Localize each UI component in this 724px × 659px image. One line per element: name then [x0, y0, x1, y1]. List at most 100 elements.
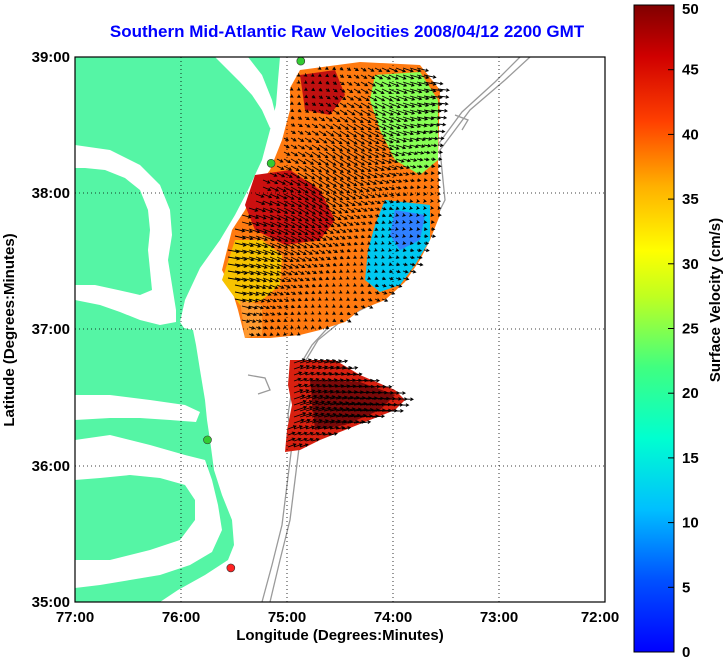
velocity-arrow — [255, 200, 266, 206]
velocity-arrow — [289, 325, 294, 329]
velocity-arrow — [339, 214, 348, 220]
velocity-arrow — [395, 206, 400, 210]
velocity-arrow — [347, 366, 359, 370]
velocity-arrow — [317, 425, 328, 430]
velocity-arrow — [388, 158, 399, 164]
velocity-arrow — [297, 200, 310, 208]
velocity-arrow — [269, 214, 282, 221]
velocity-arrow — [248, 291, 260, 296]
velocity-arrow — [353, 109, 364, 116]
velocity-arrow — [423, 199, 427, 203]
velocity-arrow — [339, 242, 346, 246]
velocity-arrow — [234, 242, 247, 247]
velocity-arrow — [341, 378, 350, 383]
velocity-arrow — [353, 186, 364, 193]
velocity-arrow — [297, 249, 307, 255]
velocity-arrow — [276, 249, 288, 256]
velocity-arrow — [311, 137, 320, 143]
velocity-arrow — [416, 95, 430, 100]
map-title: Southern Mid-Atlantic Raw Velocities 200… — [109, 22, 585, 41]
velocity-arrow — [325, 283, 329, 287]
velocity-arrow — [283, 325, 288, 329]
velocity-arrow — [367, 193, 376, 198]
velocity-arrow — [290, 165, 300, 171]
velocity-arrow — [248, 256, 262, 262]
velocity-arrow — [394, 234, 399, 238]
velocity-arrow — [297, 116, 303, 120]
velocity-arrow — [318, 263, 325, 267]
velocity-arrow — [402, 67, 414, 73]
velocity-arrow — [305, 412, 319, 418]
velocity-arrow — [367, 186, 377, 192]
velocity-arrow — [430, 227, 436, 231]
velocity-arrow — [276, 228, 289, 235]
velocity-arrow — [262, 319, 269, 323]
velocity-arrow — [241, 284, 254, 289]
velocity-arrow — [346, 248, 351, 253]
velocity-arrow — [297, 101, 302, 106]
velocity-arrow — [299, 418, 311, 424]
y-axis-label: Latitude (Degrees:Minutes) — [1, 233, 18, 426]
velocity-arrow — [299, 371, 309, 376]
velocity-arrow — [339, 235, 346, 240]
velocity-arrow — [276, 318, 282, 323]
velocity-arrow — [346, 151, 359, 159]
velocity-arrow — [283, 221, 296, 228]
velocity-arrow — [248, 319, 257, 323]
velocity-arrow — [311, 95, 316, 99]
velocity-arrow — [276, 305, 283, 309]
velocity-arrow — [402, 123, 415, 129]
velocity-arrow — [317, 395, 330, 400]
velocity-arrow — [311, 383, 321, 388]
velocity-arrow — [323, 419, 336, 424]
velocity-arrow — [262, 332, 268, 337]
velocity-arrow — [346, 214, 355, 220]
velocity-arrow — [269, 235, 282, 242]
velocity-arrow — [255, 228, 268, 234]
velocity-arrow — [381, 298, 389, 302]
velocity-arrow — [325, 116, 333, 122]
velocity-arrow — [367, 81, 377, 87]
velocity-arrow — [388, 144, 400, 150]
velocity-arrow — [359, 378, 368, 383]
velocity-arrow — [416, 164, 423, 169]
velocity-arrow — [311, 277, 317, 281]
velocity-arrow — [381, 74, 392, 80]
velocity-arrow — [304, 263, 312, 268]
velocity-arrow — [255, 319, 263, 323]
velocity-arrow — [367, 74, 376, 79]
velocity-arrow — [346, 81, 353, 86]
velocity-arrow — [416, 109, 429, 114]
lat-tick: 38:00 — [32, 185, 70, 202]
velocity-arrow — [339, 151, 351, 159]
velocity-arrow — [248, 298, 259, 303]
velocity-arrow — [402, 81, 415, 87]
velocity-arrow — [339, 172, 351, 180]
velocity-arrow — [296, 332, 301, 336]
velocity-arrow — [409, 178, 415, 183]
velocity-arrow — [423, 178, 428, 182]
velocity-arrow — [367, 130, 380, 138]
velocity-arrow — [317, 318, 322, 322]
colorbar-tick: 20 — [682, 385, 699, 402]
velocity-arrow — [248, 305, 258, 310]
velocity-arrow — [423, 74, 437, 79]
velocity-arrow — [255, 284, 267, 290]
velocity-arrow — [305, 371, 315, 376]
velocity-arrow — [388, 179, 397, 184]
velocity-arrow — [304, 277, 311, 281]
velocity-arrow — [325, 256, 332, 260]
velocity-arrow — [304, 165, 315, 172]
velocity-arrow — [346, 95, 355, 101]
velocity-arrow — [388, 255, 393, 259]
velocity-arrow — [338, 276, 343, 280]
velocity-arrow — [346, 137, 358, 145]
velocity-arrow — [325, 269, 330, 274]
velocity-arrow — [371, 378, 380, 383]
velocity-arrow — [283, 270, 293, 276]
velocity-arrow — [374, 102, 386, 109]
velocity-arrow — [276, 256, 288, 263]
velocity-arrow — [430, 185, 435, 189]
velocity-arrow — [290, 284, 297, 289]
